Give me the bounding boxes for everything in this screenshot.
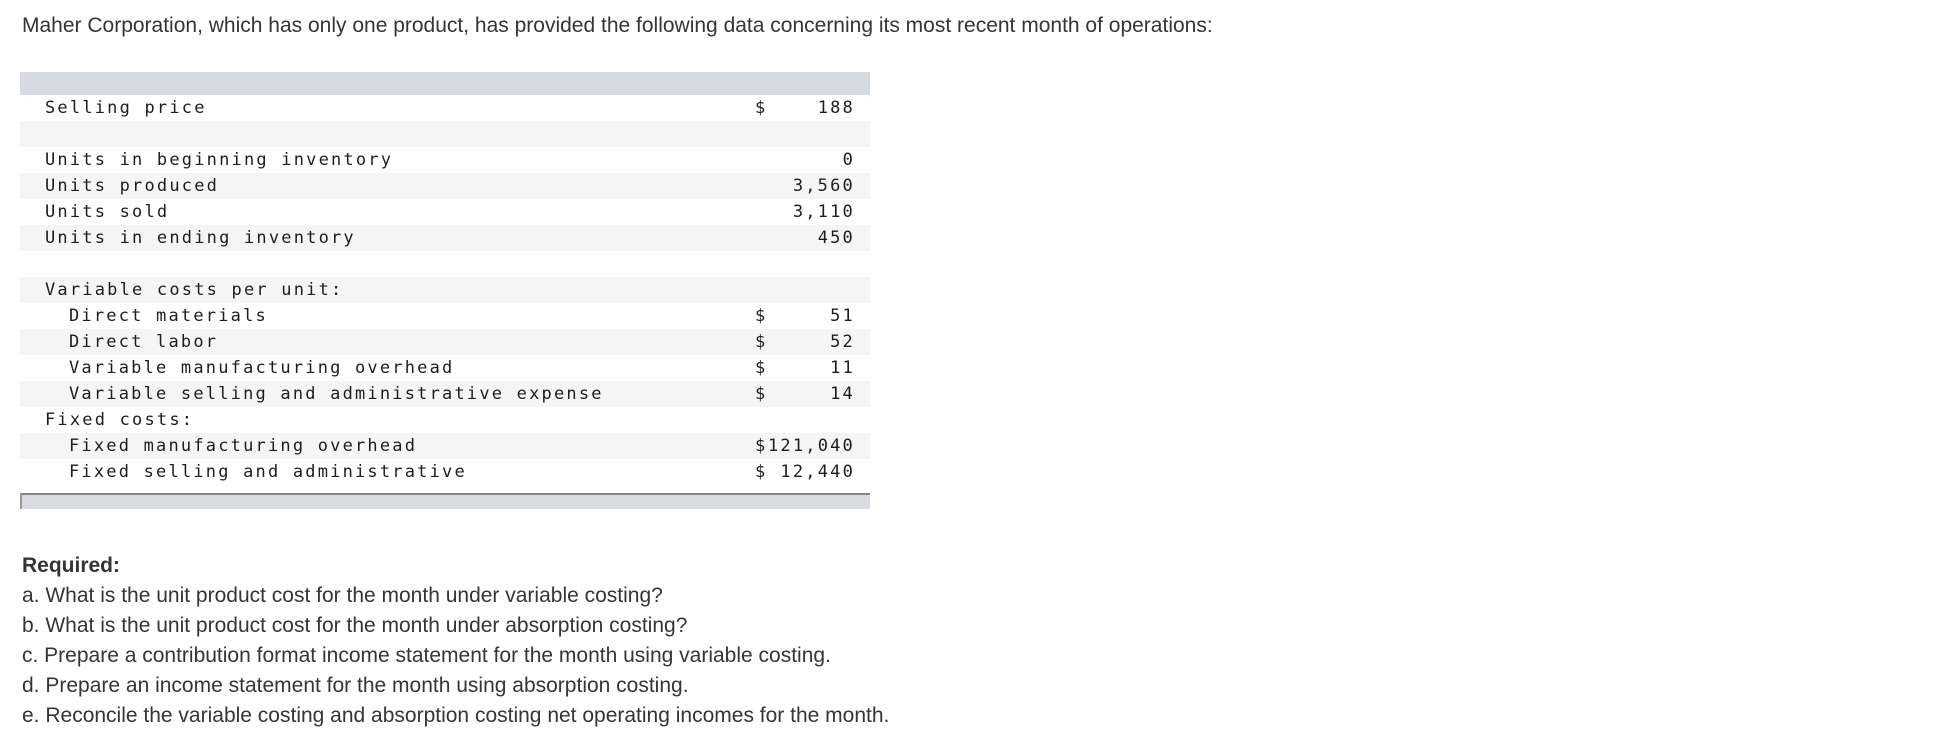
amount: 0 xyxy=(842,150,855,170)
currency-symbol: $ xyxy=(755,98,768,118)
row-value: 3,110 xyxy=(755,202,855,222)
row-label: Direct labor xyxy=(69,332,219,352)
row-label: Variable manufacturing overhead xyxy=(69,358,455,378)
row-label: Units in beginning inventory xyxy=(45,150,394,170)
required-item-a: a. What is the unit product cost for the… xyxy=(22,584,663,607)
row-value: $ 52 xyxy=(755,332,855,352)
amount: 188 xyxy=(817,98,855,118)
table-row-variable-manufacturing-overhead: Variable manufacturing overhead $ 11 xyxy=(20,355,870,381)
table-row-blank xyxy=(20,121,870,147)
table-row-units-sold: Units sold 3,110 xyxy=(20,199,870,225)
required-section: Required: a. What is the unit product co… xyxy=(22,551,1952,731)
table-rows: Selling price $ 188 Units in beginning i… xyxy=(20,95,870,485)
amount: 14 xyxy=(830,384,855,404)
currency-symbol: $ xyxy=(755,306,768,326)
row-value: 3,560 xyxy=(755,176,855,196)
currency-symbol: $ xyxy=(755,358,768,378)
table-row-direct-labor: Direct labor $ 52 xyxy=(20,329,870,355)
amount: 12,440 xyxy=(780,462,855,482)
table-row-fixed-costs-heading: Fixed costs: xyxy=(20,407,870,433)
table-row-units-produced: Units produced 3,560 xyxy=(20,173,870,199)
row-value: $ 121,040 xyxy=(755,436,855,456)
amount: 52 xyxy=(830,332,855,352)
table-row-units-ending-inventory: Units in ending inventory 450 xyxy=(20,225,870,251)
row-label: Units produced xyxy=(45,176,220,196)
amount: 51 xyxy=(830,306,855,326)
row-value: $ 12,440 xyxy=(755,462,855,482)
table-row-blank xyxy=(20,251,870,277)
amount: 3,560 xyxy=(792,176,855,196)
currency-symbol: $ xyxy=(755,462,768,482)
row-label: Units in ending inventory xyxy=(45,228,356,248)
table-row-variable-costs-heading: Variable costs per unit: xyxy=(20,277,870,303)
table-header-band xyxy=(20,72,870,95)
required-item-e: e. Reconcile the variable costing and ab… xyxy=(22,704,890,727)
intro-paragraph: Maher Corporation, which has only one pr… xyxy=(22,14,1213,37)
required-item-c: c. Prepare a contribution format income … xyxy=(22,644,831,667)
currency-symbol: $ xyxy=(755,436,768,456)
row-value: 450 xyxy=(755,228,855,248)
row-value: $ 11 xyxy=(755,358,855,378)
required-heading: Required: xyxy=(22,554,121,577)
row-label: Units sold xyxy=(45,202,170,222)
required-item-b: b. What is the unit product cost for the… xyxy=(22,614,688,637)
row-label: Fixed costs: xyxy=(45,410,195,430)
amount: 11 xyxy=(830,358,855,378)
row-value: 0 xyxy=(755,150,855,170)
table-row-fixed-manufacturing-overhead: Fixed manufacturing overhead $ 121,040 xyxy=(20,433,870,459)
row-label: Fixed selling and administrative xyxy=(69,462,467,482)
row-value: $ 188 xyxy=(755,98,855,118)
table-row-variable-selling-admin: Variable selling and administrative expe… xyxy=(20,381,870,407)
row-value: $ 51 xyxy=(755,306,855,326)
row-value: $ 14 xyxy=(755,384,855,404)
row-label: Variable costs per unit: xyxy=(45,280,344,300)
amount: 3,110 xyxy=(792,202,855,222)
table-row-selling-price: Selling price $ 188 xyxy=(20,95,870,121)
currency-symbol: $ xyxy=(755,332,768,352)
row-label: Direct materials xyxy=(69,306,268,326)
row-label: Fixed manufacturing overhead xyxy=(69,436,418,456)
row-label: Variable selling and administrative expe… xyxy=(69,384,604,404)
row-label: Selling price xyxy=(45,98,207,118)
table-row-units-beginning-inventory: Units in beginning inventory 0 xyxy=(20,147,870,173)
amount: 121,040 xyxy=(767,436,855,456)
horizontal-scrollbar-track[interactable] xyxy=(20,493,870,509)
required-item-d: d. Prepare an income statement for the m… xyxy=(22,674,689,697)
operations-data-table: Selling price $ 188 Units in beginning i… xyxy=(20,72,870,509)
table-row-fixed-selling-admin: Fixed selling and administrative $ 12,44… xyxy=(20,459,870,485)
currency-symbol: $ xyxy=(755,384,768,404)
table-row-direct-materials: Direct materials $ 51 xyxy=(20,303,870,329)
amount: 450 xyxy=(817,228,855,248)
